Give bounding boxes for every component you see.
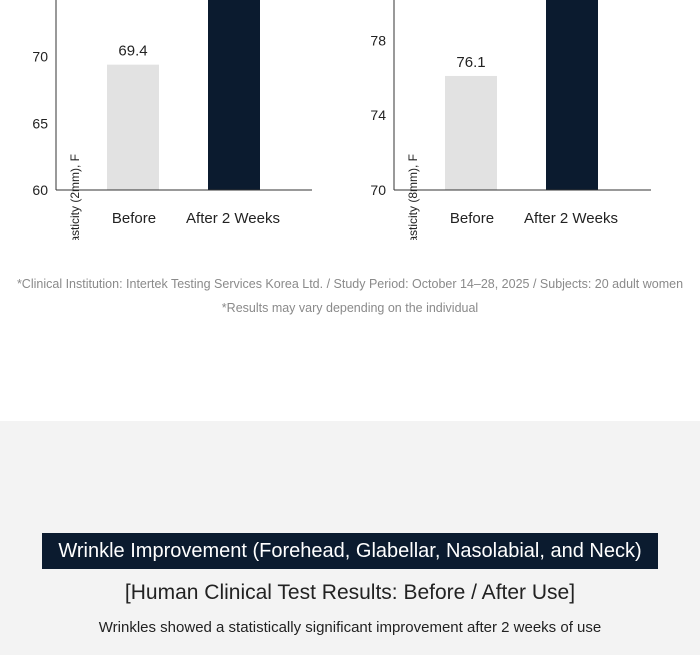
improvement-summary: Wrinkles showed a statistically signific…	[98, 619, 602, 636]
chart2-category-label: After 2 Weeks	[524, 210, 618, 227]
chart1-ytick-label: 60	[32, 182, 48, 198]
chart1-ytick-label: 65	[32, 115, 48, 131]
study-note-institution: *Clinical Institution: Intertek Testing …	[16, 277, 684, 291]
chart1-bar-before	[107, 64, 159, 190]
chart2-ytick-label: 78	[370, 32, 386, 48]
wrinkle-banner-title: Wrinkle Improvement (Forehead, Glabellar…	[42, 533, 658, 569]
chart2-ytick-label: 70	[370, 182, 386, 198]
chart2-data-label-before: 76.1	[456, 54, 485, 71]
chart1-y-axis-label: Dual Skin Elasticity (2mm), F	[68, 154, 82, 240]
chart2-ytick-label: 74	[370, 107, 386, 123]
chart2-bar-before	[445, 75, 497, 190]
chart1-ytick-label: 70	[32, 49, 48, 65]
chart2-category-label: Before	[450, 210, 494, 227]
chart1-data-label-before: 69.4	[118, 43, 147, 60]
study-notes: *Clinical Institution: Intertek Testing …	[0, 272, 700, 320]
chart1-bar-after	[208, 0, 260, 190]
chart2-y-axis-label: Dual Skin Elasticity (8mm), F	[406, 154, 420, 240]
chart2-bar-after	[546, 0, 598, 190]
wrinkle-section: Wrinkle Improvement (Forehead, Glabellar…	[0, 421, 700, 655]
chart1-category-label: After 2 Weeks	[186, 210, 280, 227]
study-note-disclaimer: *Results may vary depending on the indiv…	[221, 301, 479, 315]
chart1-category-label: Before	[112, 210, 156, 227]
elasticity-charts: 69.4 60 65 70 Dual Skin Elasticity (2mm), F B…	[32, 0, 651, 240]
clinical-test-subheading: [Human Clinical Test Results: Before / A…	[124, 581, 576, 604]
